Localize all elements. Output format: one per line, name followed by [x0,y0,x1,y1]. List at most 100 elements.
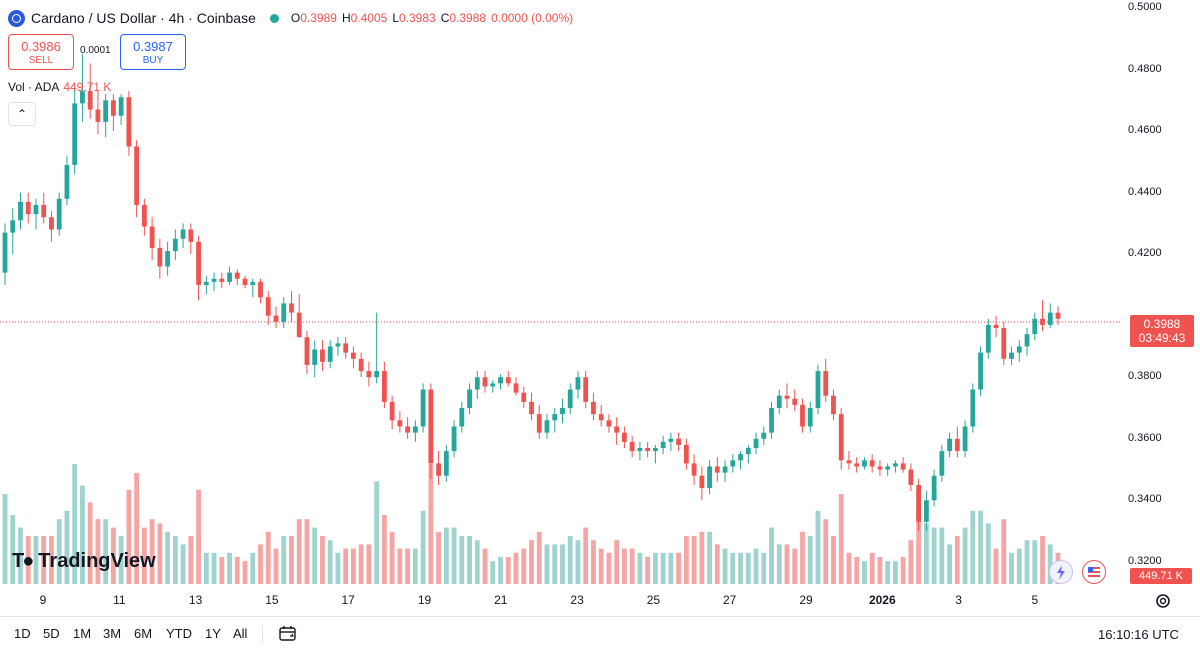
sell-price: 0.3986 [21,38,61,54]
candle-body [451,426,457,452]
sell-button[interactable]: 0.3986 SELL [8,34,74,70]
candle-body [970,389,976,427]
candle-body [141,204,147,227]
candle-body [738,454,743,461]
volume-bar [629,548,635,584]
volume-bar [792,548,798,584]
candle-body [165,251,170,267]
volume-bar [900,557,906,584]
ohlc-value: 0.4005 [350,11,388,25]
volume-bar [358,544,364,584]
volume-bar [227,552,232,584]
volume-bar [846,552,852,584]
candle-body [699,475,705,488]
time-tick-label: 21 [494,593,508,607]
volume-bar [110,527,116,584]
buy-button[interactable]: 0.3987 BUY [120,34,186,70]
candle-body [389,401,395,421]
flash-icon[interactable] [1049,560,1073,584]
volume-bar [374,481,380,584]
ohlc-key: C [440,11,450,25]
range-button-ytd[interactable]: YTD [166,626,192,641]
chevron-up-icon[interactable]: ⌃ [8,102,36,126]
volume-bar [854,557,860,584]
volume-bar [118,536,124,584]
candle-body [18,201,23,221]
candle-body [103,100,109,122]
time-tick-label: 11 [113,593,126,607]
volume-bar [335,552,341,584]
candle-body [1001,328,1007,359]
candle-body [916,484,922,522]
sell-label: SELL [28,54,54,66]
volume-bar [196,489,201,584]
flag-icon[interactable] [1082,560,1106,584]
volume-badge: 449.71 K [1130,568,1192,584]
candle-body [227,272,232,282]
volume-bar [320,536,325,584]
volume-bar [25,536,31,584]
candle-body [234,272,240,279]
candle-body [289,303,294,313]
volume-bar [738,552,743,584]
volume-bar [908,540,914,584]
toolbar-divider [262,625,263,643]
volume-bar [831,536,836,584]
candle-body [312,349,318,365]
calendar-range-icon[interactable] [278,624,298,642]
volume-bar [1040,536,1045,584]
candle-body [939,451,945,476]
logo-text: TradingView [38,550,156,572]
volume-bar [637,552,643,584]
chart-legend: Cardano / US Dollar · 4h · Coinbase O0.3… [8,8,578,28]
volume-bar [978,510,983,584]
volume-bar [2,494,8,584]
candle-body [1032,318,1038,335]
candle-body [157,248,163,267]
volume-bar [443,527,449,584]
volume-bar [219,557,225,584]
candle-body [668,438,674,442]
candlestick-chart[interactable] [0,0,1200,616]
volume-bar [141,527,147,584]
volume-bar [33,536,39,584]
range-button-5d[interactable]: 5D [43,626,60,641]
range-button-1d[interactable]: 1D [14,626,31,641]
gear-icon[interactable] [1154,592,1172,610]
volume-bar [660,552,666,584]
clock-utc[interactable]: 16:10:16 UTC [1098,627,1179,642]
candle-body [730,460,736,467]
volume-bar [567,536,573,584]
range-button-1m[interactable]: 1M [73,626,92,641]
price-tick-label: 0.3200 [1128,554,1162,567]
volume-bar [923,523,929,584]
candle-body [474,377,480,390]
candle-body [505,377,511,384]
tradingview-logo: T● TradingView [12,550,156,573]
volume-bar [203,552,209,584]
volume-bar [668,552,674,584]
candle-body [420,389,426,427]
volume-bar [474,540,480,584]
volume-bar [281,536,287,584]
range-button-6m[interactable]: 6M [134,626,153,641]
bottom-toolbar [0,616,1200,659]
ohlc-values: O0.3989 H0.4005 L0.3983 C0.3988 0.0000 (0.00… [291,11,578,25]
candle-body [831,395,836,415]
price-tick-label: 0.4800 [1128,62,1162,75]
candle-body [660,441,666,448]
symbol-title[interactable]: Cardano / US Dollar · 4h · Coinbase [31,10,256,26]
volume-bar [289,536,294,584]
range-button-all[interactable]: All [233,626,248,641]
candle-body [622,432,627,442]
candle-body [1055,312,1061,319]
buy-price: 0.3987 [133,38,173,54]
candle-body [196,241,201,285]
range-button-3m[interactable]: 3M [103,626,122,641]
volume-bar [351,548,356,584]
candle-body [854,463,860,467]
range-button-1y[interactable]: 1Y [205,626,221,641]
volume-bar [862,561,867,584]
volume-bar [583,527,589,584]
volume-bar [769,527,774,584]
